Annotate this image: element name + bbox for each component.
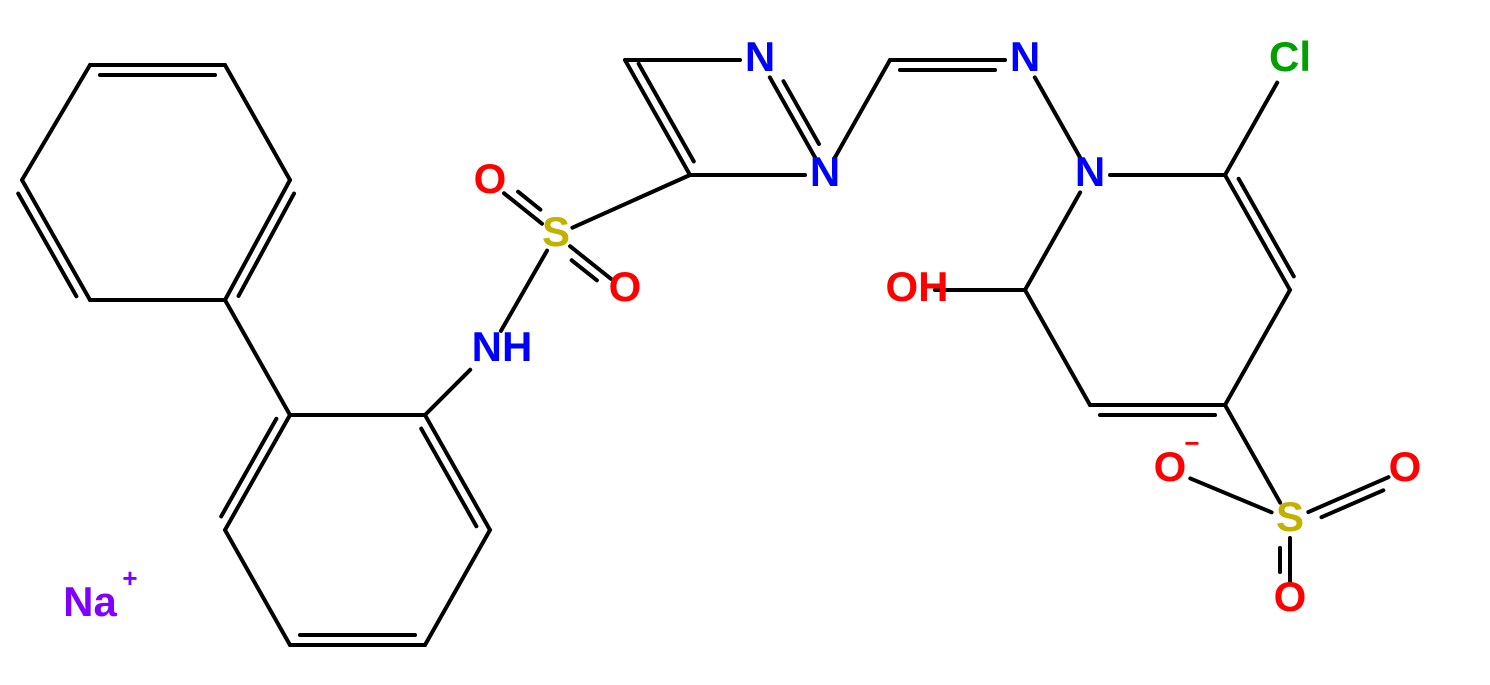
atom-Cl25: Cl [1269,33,1311,80]
atom-S28: S [1276,493,1304,540]
atom-S14: S [542,208,570,255]
atom-O34: OH [886,263,949,310]
atom-N20: N [810,148,840,195]
atom-N19: N [745,33,775,80]
atom-N13: NH [472,323,533,370]
atom-O30: O [1389,443,1422,490]
atom-N23: N [1075,148,1105,195]
atom-Na: Na [63,578,117,625]
charge-O29: − [1184,428,1199,458]
charge-Na: + [122,563,137,593]
atom-O15: O [474,155,507,202]
atom-O29: O [1154,443,1187,490]
atom-O16: O [609,263,642,310]
atom-N22: N [1010,33,1040,80]
atom-O31: O [1274,573,1307,620]
